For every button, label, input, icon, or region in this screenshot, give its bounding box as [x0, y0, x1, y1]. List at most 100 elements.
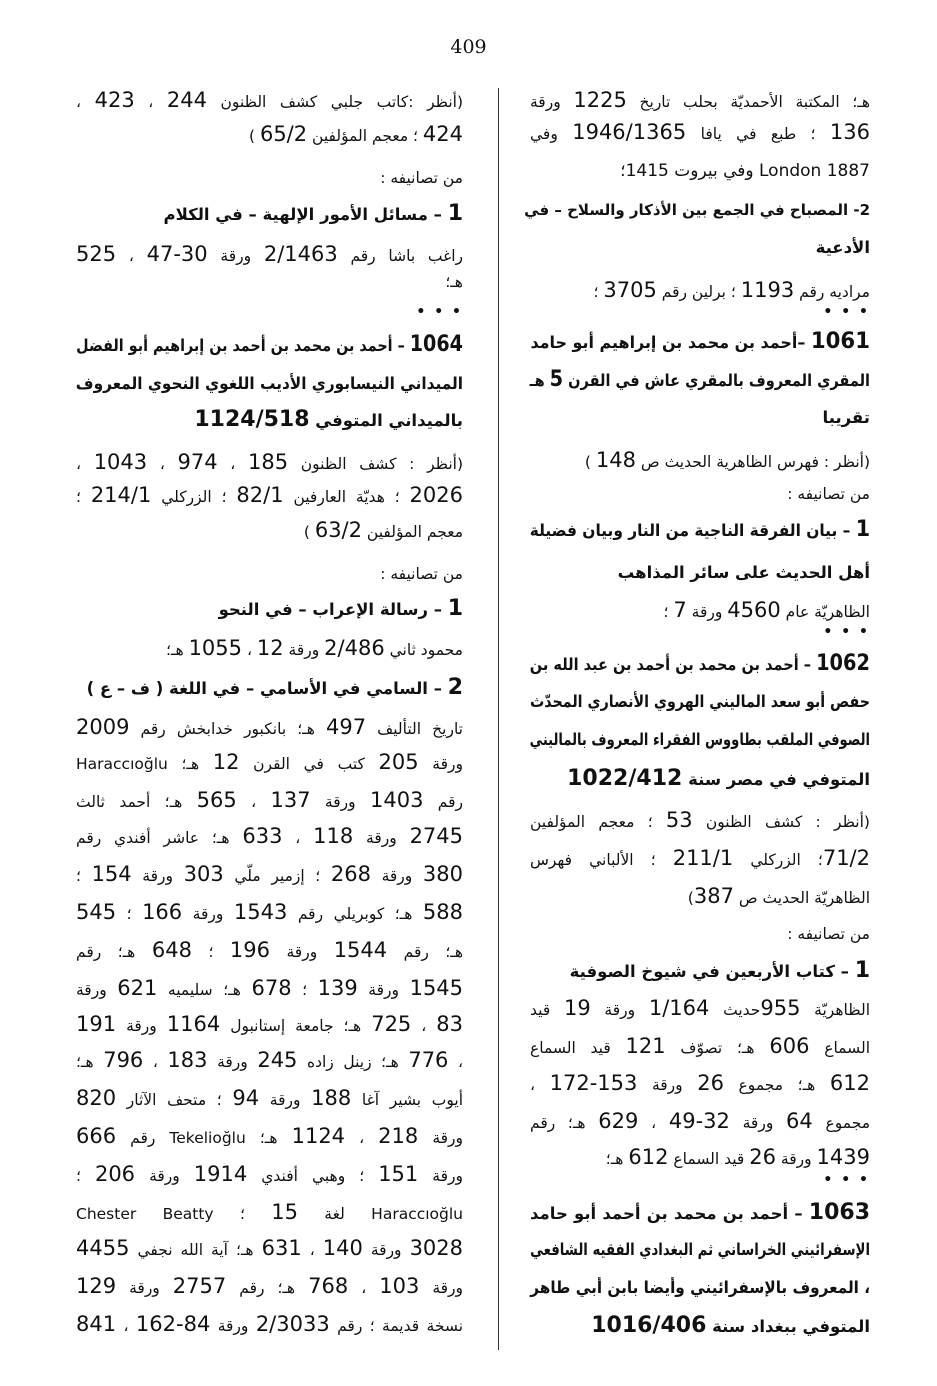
number: 612: [628, 1145, 669, 1169]
text-line: معجم المؤلفين 63/2 ): [303, 518, 463, 542]
number: 191: [76, 1012, 117, 1036]
number: 1063: [808, 1200, 870, 1225]
number: 2/1463: [263, 242, 338, 266]
number: 26: [697, 1071, 724, 1095]
entry-heading-line: 1061 –أحمد بن محمد بن إبراهيم أبو حامد: [530, 329, 870, 354]
number: 1055: [188, 636, 243, 660]
text-line: 612 هـ؛ مجموع 26 ورقة 153-172 ،: [530, 1071, 870, 1095]
number: 1124/518: [194, 407, 310, 432]
number: 565: [196, 788, 237, 812]
number: 94: [232, 1086, 260, 1110]
entry-heading-line: 1 – بيان الفرقة الناجية من النار وبيان ف…: [529, 517, 870, 542]
text-line: (أنظر : كشف الظنون 185 ، 974 ، 1043 ،: [76, 450, 464, 474]
number: 606: [769, 1034, 810, 1058]
number: 1403: [369, 788, 424, 812]
entry-heading-line: الميداني النيسابوري الأديب اللغوي النحوي…: [75, 374, 463, 393]
number: 4455: [76, 1236, 130, 1260]
text-line: 1545 ورقة 139 ؛ 678 هـ؛ سليميه 621 ورقة: [76, 976, 464, 1000]
text-line: ورقة 151 ؛ وهبي أفندي 1914 ورقة 206 ؛: [76, 1162, 463, 1186]
number: 5: [549, 367, 564, 392]
number: 4560: [727, 598, 781, 622]
number: 666: [76, 1124, 117, 1148]
number: 154: [91, 862, 132, 886]
number: 633: [242, 824, 283, 848]
entry-heading-line: المتوفي ببغداد سنة 1016/406: [591, 1313, 870, 1338]
text-line: مجموع 64 ورقة 32-49 ، 629 هـ؛ رقم: [530, 1109, 871, 1133]
number: 648: [151, 938, 192, 962]
number: 148: [595, 448, 636, 472]
number: 2745: [409, 824, 464, 848]
text-line: 424 ؛ معجم المؤلفين 65/2 ): [248, 122, 463, 146]
number: 19: [563, 996, 591, 1020]
number: 151: [378, 1162, 419, 1186]
number: 63/2: [314, 518, 362, 542]
entry-heading-line: 1 – رسالة الإعراب – في النحو: [218, 596, 463, 621]
number: 3705: [603, 278, 657, 302]
number: 140: [322, 1236, 363, 1260]
number: 137: [270, 788, 311, 812]
text-line: 71/2؛ الزركلي 211/1 ؛ الألباني فهرس: [530, 846, 870, 870]
column-divider: [498, 88, 499, 1350]
text-line: هـ؛ رقم 1544 ورقة 196 ؛ 648 هـ؛ رقم: [76, 938, 463, 962]
number: 725: [371, 1012, 412, 1036]
number: 166: [142, 900, 183, 924]
text-line: ورقة 103 ، 768 هـ؛ رقم 2757 ورقة 129: [76, 1274, 464, 1298]
number: 2/3033: [255, 1312, 330, 1336]
number: 2757: [172, 1274, 227, 1298]
text-line: هـ؛: [445, 273, 463, 291]
entry-heading-line: الصوفي الملقب بطاووس الفقراء المعروف بال…: [529, 730, 870, 749]
text-line: 380 ورقة 268 ؛ إزمير ملّي 303 ورقة 154 ؛: [76, 862, 464, 886]
number: 631: [261, 1236, 302, 1260]
entry-heading-line: حفص أبو سعد الماليني الهروي الأنصاري الم…: [530, 692, 870, 711]
text-line: الظاهريّة عام 4560 ورقة 7 ؛: [663, 598, 870, 622]
text-line: 83 ، 725 هـ؛ جامعة إستانبول 1164 ورقة 19…: [76, 1012, 464, 1036]
number: 214/1: [90, 483, 152, 507]
number: 497: [325, 715, 367, 739]
number: 1: [854, 958, 870, 983]
number: 32-49: [668, 1109, 730, 1133]
text-line: 2745 ورقة 118 ، 633 هـ؛ عاشر أفندي رقم: [76, 824, 464, 848]
number: 185: [247, 450, 289, 474]
number: 211/1: [672, 846, 734, 870]
number: 2009: [76, 715, 130, 739]
text-line: ورقة 218 ، 1124 هـ؛ Tekelioğlu رقم 666: [76, 1124, 464, 1148]
number: 1022/412: [567, 766, 683, 791]
number: 424: [422, 122, 463, 146]
number: 2: [447, 675, 463, 700]
number: 218: [378, 1124, 419, 1148]
text-line: 136 ؛ طبع في يافا 1946/1365 وفي: [530, 120, 870, 144]
number: 118: [313, 824, 354, 848]
number: 7: [673, 598, 687, 622]
number: 3028: [409, 1236, 464, 1260]
entry-heading-line: 1 – كتاب الأربعين في شيوخ الصوفية: [569, 958, 870, 983]
number: 1064: [409, 332, 463, 357]
number: 206: [94, 1162, 136, 1186]
text-line: الظاهريّة الحديث ص 387): [687, 884, 870, 908]
number: 545: [76, 900, 117, 924]
number: 1124: [291, 1124, 346, 1148]
number: 1164: [166, 1012, 221, 1036]
text-line: السماع 606 هـ؛ تصوّف 121 قيد السماع: [530, 1034, 870, 1058]
number: 205: [378, 750, 419, 774]
number: 796: [103, 1048, 144, 1072]
number: 136: [829, 120, 870, 144]
section-separator: • • •: [416, 304, 463, 320]
number: 955: [760, 996, 801, 1020]
number: 53: [665, 808, 693, 832]
number: 525: [76, 242, 117, 266]
entry-heading-line: المتوفي في مصر سنة 1022/412: [567, 766, 870, 791]
number: 1225: [573, 88, 627, 112]
number: 83: [436, 1012, 464, 1036]
number: 820: [76, 1086, 117, 1110]
number: 129: [76, 1274, 117, 1298]
entry-heading-line: بالميداني المتوفي 1124/518: [194, 407, 463, 432]
number: 12: [212, 750, 240, 774]
number: 12: [256, 636, 284, 660]
entry-heading-line: 1062 – أحمد بن محمد بن أحمد بن عبد الله …: [529, 651, 870, 676]
section-separator: • • •: [823, 304, 870, 320]
number: 776: [408, 1048, 449, 1072]
number: 1061: [810, 329, 870, 354]
text-line: راغب باشا رقم 2/1463 ورقة 30-47 ، 525: [76, 242, 464, 266]
number: 303: [183, 862, 224, 886]
text-line: أيوب بشير آغا 188 ورقة 94 ؛ متحف الآثار …: [76, 1086, 463, 1110]
